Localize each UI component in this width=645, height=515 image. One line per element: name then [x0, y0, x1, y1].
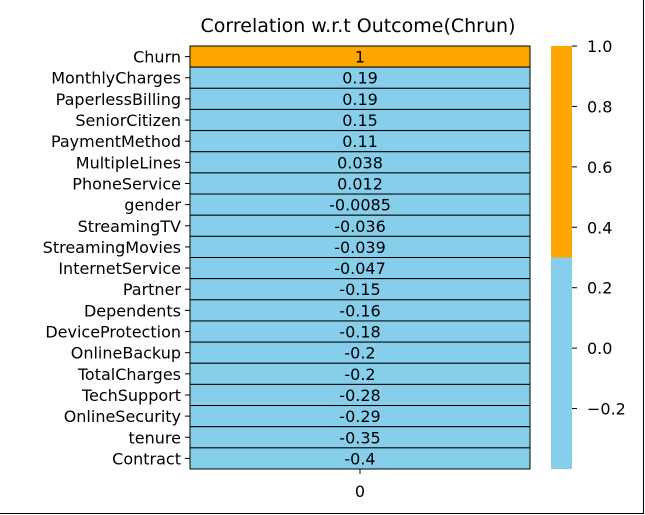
- heatmap-row: -0.35 tenure: [129, 426, 531, 449]
- y-tick-label: Partner: [123, 280, 182, 299]
- y-tick-label: Contract: [112, 449, 181, 468]
- y-tick-label: Churn: [133, 48, 181, 67]
- cell-value-label: -0.2: [344, 365, 375, 384]
- cell-value-label: -0.35: [339, 428, 380, 447]
- heatmap-rows: 1 Churn 0.19 MonthlyCharges 0.19 PaperlessBil…: [43, 45, 531, 470]
- y-tick-label: TotalCharges: [77, 365, 181, 384]
- heatmap-row: -0.047 InternetService: [58, 257, 531, 280]
- colorbar-tick: 0.2: [572, 279, 612, 298]
- colorbar-tick: 0.4: [572, 218, 612, 237]
- heatmap-row: 0.012 PhoneService: [72, 172, 531, 195]
- colorbar-tick-label: 0.6: [587, 158, 612, 177]
- cell-value-label: -0.4: [344, 449, 375, 468]
- y-tick-label: MonthlyCharges: [51, 69, 181, 88]
- heatmap-row: -0.18 DeviceProtection: [45, 320, 531, 343]
- colorbar-tick: 0.0: [572, 339, 612, 358]
- cell-value-label: -0.0085: [329, 196, 391, 215]
- colorbar-low-segment: [551, 257, 572, 469]
- y-tick-label: OnlineSecurity: [64, 407, 181, 426]
- colorbar-tick: 0.8: [572, 97, 612, 116]
- colorbar-tick-label: −0.2: [587, 400, 626, 419]
- heatmap-row: 0.038 MultipleLines: [76, 151, 531, 174]
- heatmap-row: -0.039 StreamingMovies: [43, 235, 531, 259]
- y-tick-label: MultipleLines: [76, 153, 181, 172]
- cell-value-label: -0.2: [344, 344, 375, 363]
- x-tick-label: 0: [355, 482, 365, 501]
- cell-value-label: -0.16: [339, 301, 380, 320]
- heatmap-row: -0.0085 gender: [124, 193, 531, 216]
- colorbar-tick-label: 1.0: [587, 37, 612, 56]
- heatmap-row: 0.15 SeniorCitizen: [75, 108, 531, 132]
- cell-value-label: 0.19: [342, 90, 378, 109]
- cell-value-label: 0.19: [342, 69, 378, 88]
- heatmap-row: -0.036 StreamingTV: [78, 214, 531, 237]
- heatmap-row: 0.19 MonthlyCharges: [51, 66, 531, 89]
- y-tick-label: StreamingMovies: [43, 238, 181, 257]
- y-tick-label: TechSupport: [81, 386, 181, 405]
- y-tick-label: PaperlessBilling: [56, 90, 181, 109]
- cell-value-label: 1: [355, 48, 365, 67]
- colorbar-tick-label: 0.0: [587, 339, 612, 358]
- heatmap-row: 0.19 PaperlessBilling: [56, 87, 531, 110]
- y-tick-label: Dependents: [84, 301, 181, 320]
- heatmap-row: 0.11 PaymentMethod: [51, 130, 531, 153]
- cell-value-label: -0.28: [339, 386, 380, 405]
- x-axis: 0: [355, 469, 365, 501]
- heatmap-row: 1 Churn: [133, 45, 531, 68]
- colorbar-tick: −0.2: [572, 400, 626, 419]
- y-tick-label: SeniorCitizen: [75, 111, 181, 130]
- cell-value-label: 0.11: [342, 132, 378, 151]
- colorbar-tick: 0.6: [572, 158, 612, 177]
- cell-value-label: 0.038: [337, 153, 383, 172]
- heatmap-row: -0.29 OnlineSecurity: [64, 405, 531, 428]
- y-tick-label: PhoneService: [72, 174, 181, 193]
- y-tick-label: PaymentMethod: [51, 132, 181, 151]
- colorbar: 1.0 0.8 0.6 0.4 0.2 0.0 −0.2: [551, 37, 626, 469]
- heatmap-row: -0.2 OnlineBackup: [71, 341, 531, 364]
- y-tick-label: InternetService: [58, 259, 181, 278]
- y-tick-label: gender: [124, 196, 181, 215]
- heatmap-row: -0.15 Partner: [123, 278, 531, 301]
- cell-value-label: 0.15: [342, 111, 378, 130]
- cell-value-label: -0.29: [339, 407, 380, 426]
- cell-value-label: -0.036: [334, 217, 386, 236]
- y-tick-label: DeviceProtection: [45, 323, 181, 342]
- heatmap-row: -0.2 TotalCharges: [77, 362, 531, 385]
- colorbar-tick-label: 0.2: [587, 279, 612, 298]
- cell-value-label: -0.15: [339, 280, 380, 299]
- cell-value-label: 0.012: [337, 174, 383, 193]
- colorbar-tick-label: 0.4: [587, 218, 612, 237]
- y-tick-label: StreamingTV: [78, 217, 181, 236]
- cell-value-label: -0.047: [334, 259, 386, 278]
- y-tick-label: tenure: [129, 428, 181, 447]
- heatmap-row: -0.4 Contract: [112, 447, 531, 470]
- heatmap-row: -0.16 Dependents: [84, 299, 531, 322]
- chart-title: Correlation w.r.t Outcome(Chrun): [201, 15, 516, 37]
- colorbar-tick-label: 0.8: [587, 97, 612, 116]
- cell-value-label: -0.039: [334, 238, 386, 257]
- colorbar-tick: 1.0: [572, 37, 612, 56]
- y-tick-label: OnlineBackup: [71, 344, 181, 363]
- heatmap-row: -0.28 TechSupport: [81, 383, 531, 407]
- colorbar-high-segment: [551, 46, 572, 258]
- cell-value-label: -0.18: [339, 323, 380, 342]
